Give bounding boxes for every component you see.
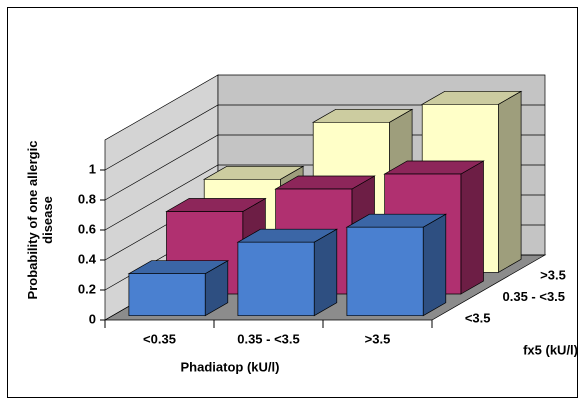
y-tick-label: 0.6: [78, 221, 96, 236]
z-axis-title: fx5 (kU/l): [523, 342, 578, 357]
bar-side: [313, 228, 338, 317]
y-axis-title: Probability of one allergic disease: [25, 140, 55, 300]
frame-border: [7, 7, 578, 398]
y-tick-label: 1: [89, 161, 96, 176]
y-tick-label: 0.8: [78, 191, 96, 206]
x-tick-label: <0.35: [143, 331, 176, 346]
bar-side: [460, 160, 484, 295]
bar-front: [346, 226, 424, 317]
bar-front: [128, 273, 206, 317]
bar-front: [237, 241, 315, 317]
x-tick-label: >3.5: [365, 331, 391, 346]
z-tick-label: >3.5: [540, 267, 566, 282]
y-tick-label: 0.4: [78, 251, 97, 266]
bar: [345, 213, 448, 317]
bar: [236, 228, 339, 317]
y-tick-label: 0: [89, 311, 96, 326]
bar-side: [422, 213, 447, 317]
y-tick-label: 0.2: [78, 281, 96, 296]
x-axis-title: Phadiatop (kU/l): [181, 359, 280, 374]
z-tick-label: 0.35 - <3.5: [503, 289, 566, 304]
x-tick-label: 0.35 - <3.5: [237, 331, 300, 346]
bar: [127, 260, 230, 317]
bar-side: [498, 90, 522, 273]
z-tick-label: <3.5: [465, 311, 491, 326]
